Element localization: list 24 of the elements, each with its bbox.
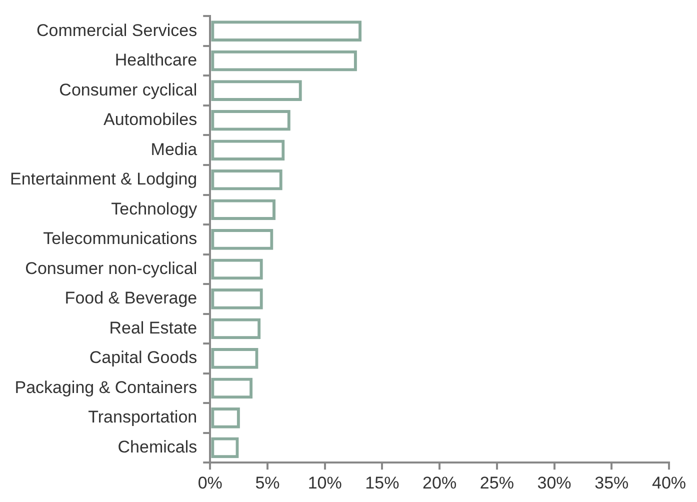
x-tick-label: 30%	[537, 473, 572, 492]
y-tick-label: Packaging & Containers	[14, 378, 198, 397]
y-tick-label: Commercial Services	[36, 20, 198, 40]
x-tick-label: 20%	[422, 473, 457, 492]
y-tick-label: Automobiles	[104, 110, 198, 130]
y-tick-label: Healthcare	[114, 50, 198, 70]
y-tick-label: Chemicals	[118, 437, 198, 456]
y-tick-label: Telecommunications	[43, 229, 198, 248]
y-tick-label: Capital Goods	[89, 348, 198, 368]
y-tick-label: Food & Beverage	[64, 288, 198, 308]
y-tick-label: Entertainment & Lodging	[10, 170, 198, 189]
y-tick-label: Media	[150, 140, 198, 159]
y-tick-label: Technology	[111, 199, 198, 218]
y-tick-label: Consumer cyclical	[59, 80, 198, 100]
x-tick-label: 25%	[480, 473, 514, 492]
y-tick-label: Real Estate	[109, 318, 198, 338]
x-tick-label: 40%	[652, 473, 686, 492]
y-tick-label: Consumer non-cyclical	[25, 258, 198, 278]
x-tick-label: 35%	[594, 473, 629, 492]
x-tick-label: 0%	[198, 473, 222, 492]
y-tick-label: Transportation	[88, 408, 198, 427]
x-tick-label: 5%	[255, 473, 280, 492]
x-tick-label: 10%	[308, 473, 342, 492]
x-tick-label: 15%	[365, 473, 400, 492]
